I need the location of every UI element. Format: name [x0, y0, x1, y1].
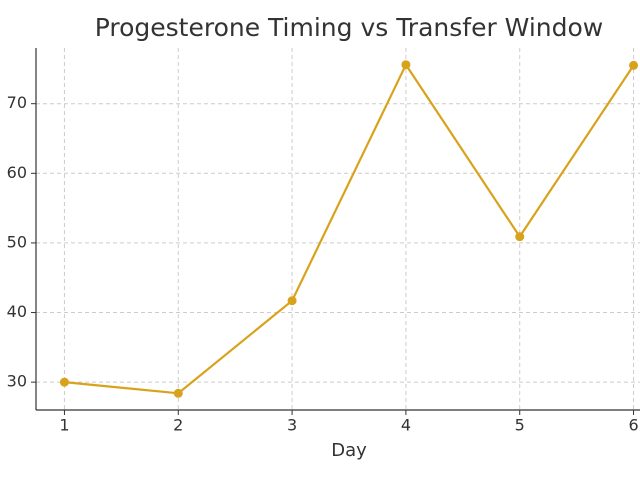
data-point: [515, 232, 525, 242]
y-tick-label: 60: [7, 163, 27, 182]
data-point: [287, 296, 297, 306]
x-tick-label: 6: [628, 416, 638, 435]
y-tick-label: 40: [7, 302, 27, 321]
chart-title: Progesterone Timing vs Transfer Window: [95, 13, 604, 42]
x-tick-label: 2: [173, 416, 183, 435]
data-point: [629, 60, 639, 70]
x-tick-label: 3: [287, 416, 297, 435]
y-tick-label: 70: [7, 93, 27, 112]
x-axis-label: Day: [331, 440, 367, 461]
x-tick-label: 1: [59, 416, 69, 435]
data-point: [173, 388, 183, 398]
data-line: [64, 62, 635, 395]
y-tick-label: 30: [7, 372, 27, 391]
data-point: [59, 377, 69, 387]
x-tick-label: 4: [401, 416, 411, 435]
y-tick-label: 50: [7, 232, 27, 251]
data-point: [401, 60, 411, 70]
x-tick-label: 5: [515, 416, 525, 435]
